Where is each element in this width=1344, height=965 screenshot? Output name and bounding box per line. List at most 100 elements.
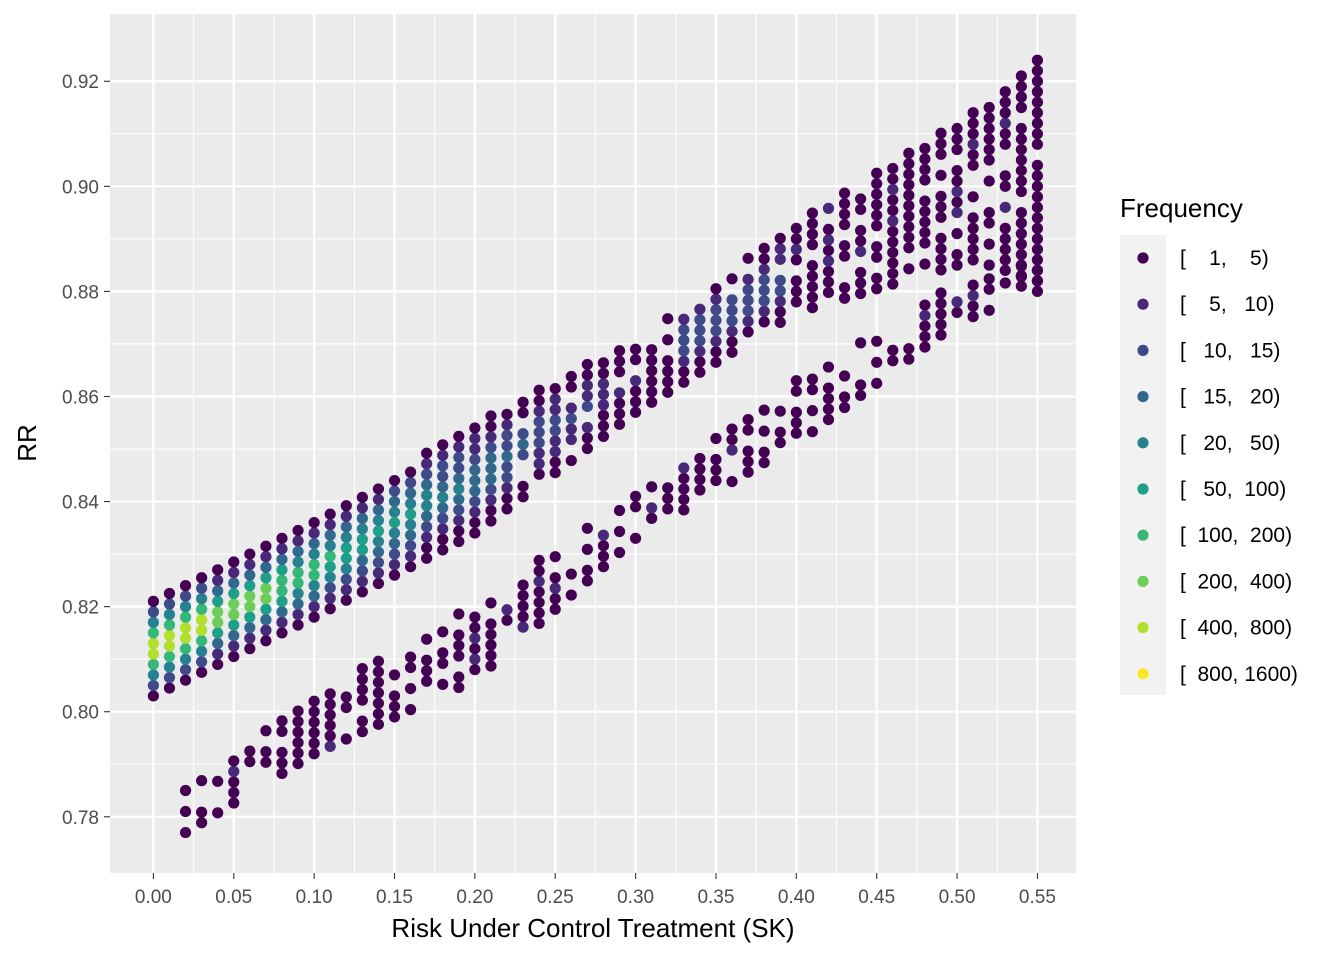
data-point <box>228 556 240 568</box>
data-point <box>372 567 385 579</box>
data-point <box>903 221 915 233</box>
data-point <box>967 233 979 245</box>
data-point <box>308 516 320 529</box>
data-point <box>662 386 674 398</box>
data-point <box>774 316 786 328</box>
data-point <box>212 564 224 576</box>
data-point <box>838 240 851 252</box>
data-point <box>1031 254 1044 266</box>
data-point <box>163 640 176 652</box>
data-point <box>919 153 931 165</box>
data-point <box>967 138 979 150</box>
data-point <box>340 500 352 512</box>
data-point <box>1031 285 1044 297</box>
x-tick-label: 0.45 <box>858 887 895 908</box>
data-point <box>228 755 240 767</box>
data-point <box>629 375 642 387</box>
data-point <box>324 603 336 615</box>
data-point <box>919 330 931 343</box>
data-point <box>292 705 304 717</box>
data-point <box>469 495 481 508</box>
data-point <box>533 405 545 417</box>
data-point <box>372 687 385 699</box>
data-point <box>244 601 256 613</box>
data-point <box>549 435 561 447</box>
data-point <box>822 202 835 214</box>
data-point <box>871 178 883 190</box>
data-point <box>710 474 722 487</box>
data-point <box>324 508 336 520</box>
data-point <box>967 290 979 302</box>
data-point <box>871 335 883 347</box>
data-point <box>404 550 417 562</box>
data-point <box>983 112 995 124</box>
data-point <box>887 344 899 356</box>
data-point <box>453 472 465 485</box>
data-point <box>935 138 947 150</box>
data-point <box>469 464 481 476</box>
data-point <box>935 127 947 139</box>
data-point <box>437 657 449 669</box>
data-point <box>565 402 577 414</box>
data-point <box>453 639 465 652</box>
data-point <box>710 304 722 316</box>
data-point <box>340 521 352 533</box>
data-point <box>549 551 561 563</box>
data-point <box>469 432 481 445</box>
data-point <box>308 527 320 539</box>
data-point <box>806 302 819 314</box>
data-point <box>629 406 642 418</box>
data-point <box>1015 206 1027 219</box>
data-point <box>581 432 593 444</box>
data-point <box>919 320 931 332</box>
data-point <box>501 503 513 515</box>
legend-entry-label: [ 5, 10) <box>1180 293 1275 316</box>
data-point <box>1031 159 1044 171</box>
data-point <box>806 260 819 272</box>
data-point <box>324 561 336 573</box>
data-point <box>999 107 1011 119</box>
x-tick-label: 0.10 <box>296 887 333 908</box>
data-point <box>919 142 931 155</box>
legend-entry-label: [ 50, 100) <box>1180 478 1286 501</box>
data-point <box>372 546 385 558</box>
data-point <box>983 122 995 135</box>
data-point <box>356 523 368 535</box>
data-point <box>356 491 368 503</box>
data-point <box>822 265 835 278</box>
data-point <box>613 504 626 517</box>
data-point <box>404 498 417 510</box>
data-point <box>758 404 770 416</box>
legend: Frequency [ 1, 5) [ 5, 10) [ 10, 15) [ 15, … <box>1120 193 1298 695</box>
data-point <box>292 556 304 568</box>
data-point <box>838 401 851 414</box>
data-point <box>179 653 192 665</box>
data-point <box>517 491 529 503</box>
data-point <box>678 334 690 346</box>
data-point <box>340 584 352 596</box>
data-point <box>501 440 513 452</box>
data-point <box>742 445 754 457</box>
data-point <box>324 688 336 700</box>
data-point <box>324 582 336 594</box>
data-point <box>372 655 385 667</box>
data-point <box>1031 86 1044 98</box>
data-point <box>887 204 899 217</box>
data-point <box>887 194 899 206</box>
data-point <box>1031 264 1044 276</box>
data-point <box>951 228 963 240</box>
legend-entry-label: [ 800, 1600) <box>1180 663 1298 686</box>
data-point <box>549 467 561 479</box>
data-point <box>356 554 368 567</box>
data-point <box>919 341 931 353</box>
data-point <box>147 637 159 650</box>
data-point <box>421 521 433 533</box>
data-point <box>710 432 722 445</box>
data-point <box>838 208 851 220</box>
y-axis-title: RR <box>12 424 42 462</box>
data-point <box>469 527 481 539</box>
data-point <box>935 329 947 341</box>
data-point <box>469 632 481 644</box>
y-axis: 0.78 0.80 0.82 0.84 0.86 0.88 0.90 0.92 <box>62 72 110 829</box>
data-point <box>790 285 802 297</box>
